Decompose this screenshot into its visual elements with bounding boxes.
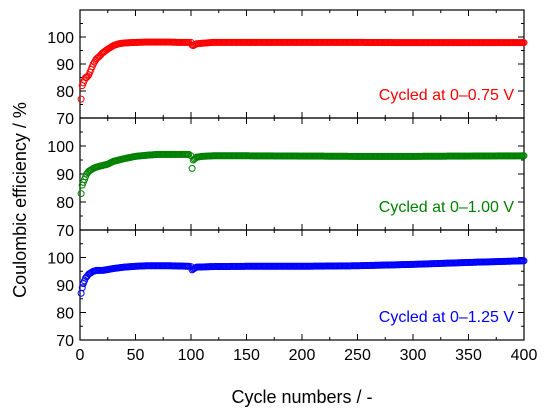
data-point [90, 58, 98, 66]
y-tick-label: 90 [56, 278, 74, 295]
data-point [520, 152, 528, 160]
x-tick-label: 100 [178, 347, 205, 364]
series-points [77, 38, 528, 103]
y-tick-label: 100 [47, 30, 74, 47]
y-tick-label: 100 [47, 139, 74, 156]
data-point [78, 284, 86, 292]
panel-1: 70 80 90 100 Cycled at 0–0.75 V [47, 9, 528, 128]
data-point [89, 60, 97, 68]
x-axis-tick-labels: 0 50 100 150 200 250 300 350 400 [76, 347, 538, 364]
series-points [77, 150, 528, 198]
x-tick-label: 200 [289, 347, 316, 364]
x-tick-label: 400 [511, 347, 538, 364]
data-point [520, 257, 528, 265]
panel-annotation: Cycled at 0–0.75 V [379, 87, 515, 104]
y-tick-label: 80 [56, 84, 74, 101]
y-axis-title: Coulombic efficiency / % [10, 102, 30, 298]
x-axis-title: Cycle numbers / - [231, 387, 372, 407]
series-points [77, 257, 528, 297]
y-tick-label: 90 [56, 57, 74, 74]
x-tick-label: 0 [76, 347, 85, 364]
data-point [77, 95, 85, 103]
y-tick-label: 70 [56, 111, 74, 128]
y-tick-label: 70 [56, 223, 74, 240]
panels-layer: 70 80 90 100 Cycled at 0–0.75 V 70 80 90 100 Cycl… [47, 9, 528, 350]
y-tick-label: 70 [56, 333, 74, 350]
data-point [188, 164, 196, 172]
panel-annotation: Cycled at 0–1.25 V [379, 309, 515, 326]
x-tick-label: 350 [455, 347, 482, 364]
panel-2: 70 80 90 100 Cycled at 0–1.00 V [47, 117, 528, 240]
panel-annotation: Cycled at 0–1.00 V [379, 199, 515, 216]
x-tick-label: 150 [233, 347, 260, 364]
data-point [77, 289, 85, 297]
x-tick-label: 250 [344, 347, 371, 364]
y-tick-label: 100 [47, 251, 74, 268]
data-point [84, 72, 92, 80]
y-tick-label: 90 [56, 167, 74, 184]
x-tick-label: 300 [400, 347, 427, 364]
y-tick-label: 80 [56, 306, 74, 323]
data-point [77, 190, 85, 198]
panel-3: 70 80 90 100 Cycled at 0–1.25 V [47, 229, 528, 350]
y-tick-label: 80 [56, 195, 74, 212]
x-tick-label: 50 [127, 347, 145, 364]
data-point [520, 39, 528, 47]
